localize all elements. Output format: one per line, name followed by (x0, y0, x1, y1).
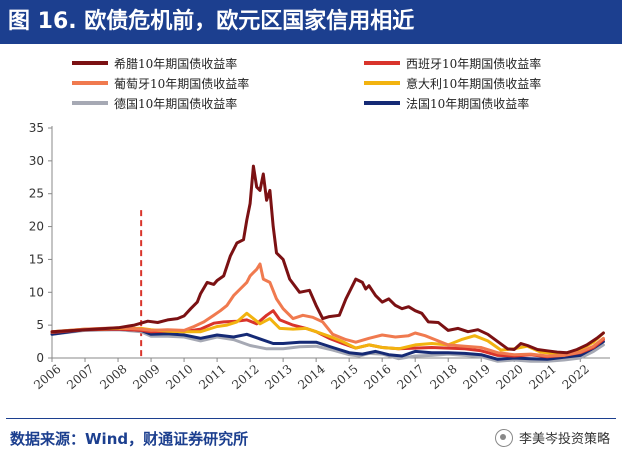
x-tick-label: 2009 (130, 362, 162, 392)
legend-swatch-spain (364, 61, 400, 65)
x-tick-label: 2011 (196, 362, 228, 392)
chart-area: 0 5 10 15 20 25 30 35 2006 2007 2008 2009 2010 2011 20… (0, 44, 622, 424)
x-tick-label: 2018 (427, 362, 459, 392)
wechat-icon (494, 428, 513, 447)
legend-item-france: 法国10年期国债收益率 (364, 94, 529, 112)
series-line-portugal (50, 262, 605, 358)
y-tick-label: 15 (29, 252, 44, 266)
legend: 希腊10年期国债收益率 西班牙10年期国债收益率 葡萄牙10年期国债收益率 意大… (0, 50, 622, 116)
x-tick-label: 2017 (394, 362, 426, 392)
legend-swatch-germany (72, 101, 108, 105)
y-tick-label: 35 (29, 121, 44, 135)
legend-label-germany: 德国10年期国债收益率 (114, 96, 238, 111)
x-tick-label: 2006 (31, 362, 63, 392)
x-tick-label: 2008 (97, 362, 129, 392)
x-tick-label: 2022 (560, 362, 592, 392)
brand: 李美岑投资策略 (494, 428, 610, 447)
legend-label-greece: 希腊10年期国债收益率 (114, 56, 238, 71)
y-tick-label: 5 (36, 318, 44, 332)
y-tick-label: 10 (29, 285, 44, 299)
x-tick-label: 2021 (526, 362, 558, 392)
legend-item-greece: 希腊10年期国债收益率 (72, 54, 237, 72)
legend-label-portugal: 葡萄牙10年期国债收益率 (114, 76, 250, 91)
y-tick-label: 30 (29, 154, 44, 168)
series-line-germany (50, 328, 605, 363)
x-tick-label: 2012 (229, 362, 261, 392)
legend-label-spain: 西班牙10年期国债收益率 (406, 56, 542, 71)
series-line-france (50, 327, 605, 361)
x-tick-label: 2019 (460, 362, 492, 392)
legend-item-germany: 德国10年期国债收益率 (72, 94, 237, 112)
legend-item-italy: 意大利10年期国债收益率 (364, 74, 541, 92)
legend-swatch-italy (364, 81, 400, 85)
x-tick-label: 2014 (295, 362, 328, 393)
legend-swatch-greece (72, 61, 108, 65)
title-bar: 图 16. 欧债危机前，欧元区国家信用相近 (0, 0, 622, 44)
brand-name: 李美岑投资策略 (518, 432, 610, 447)
legend-label-france: 法国10年期国债收益率 (406, 96, 530, 111)
series-line-italy (50, 311, 605, 355)
x-tick-label: 2020 (493, 362, 525, 392)
legend-item-portugal: 葡萄牙10年期国债收益率 (72, 74, 249, 92)
legend-label-italy: 意大利10年期国债收益率 (406, 76, 542, 91)
chart-title: 图 16. 欧债危机前，欧元区国家信用相近 (8, 9, 415, 34)
source-note: 数据来源：Wind，财通证券研究所 (10, 430, 249, 448)
legend-swatch-portugal (72, 81, 108, 85)
x-tick-label: 2010 (163, 362, 195, 392)
series-line-greece (50, 164, 605, 355)
y-tick-label: 0 (36, 351, 44, 365)
source-divider (6, 418, 616, 419)
y-tick-label: 25 (29, 187, 44, 201)
legend-swatch-france (364, 101, 400, 105)
x-tick-label: 2015 (328, 362, 360, 392)
y-tick-label: 20 (29, 220, 44, 234)
x-tick-label: 2007 (64, 362, 96, 392)
x-tick-label: 2013 (262, 362, 294, 392)
x-tick-label: 2016 (361, 362, 393, 392)
legend-item-spain: 西班牙10年期国债收益率 (364, 54, 541, 72)
